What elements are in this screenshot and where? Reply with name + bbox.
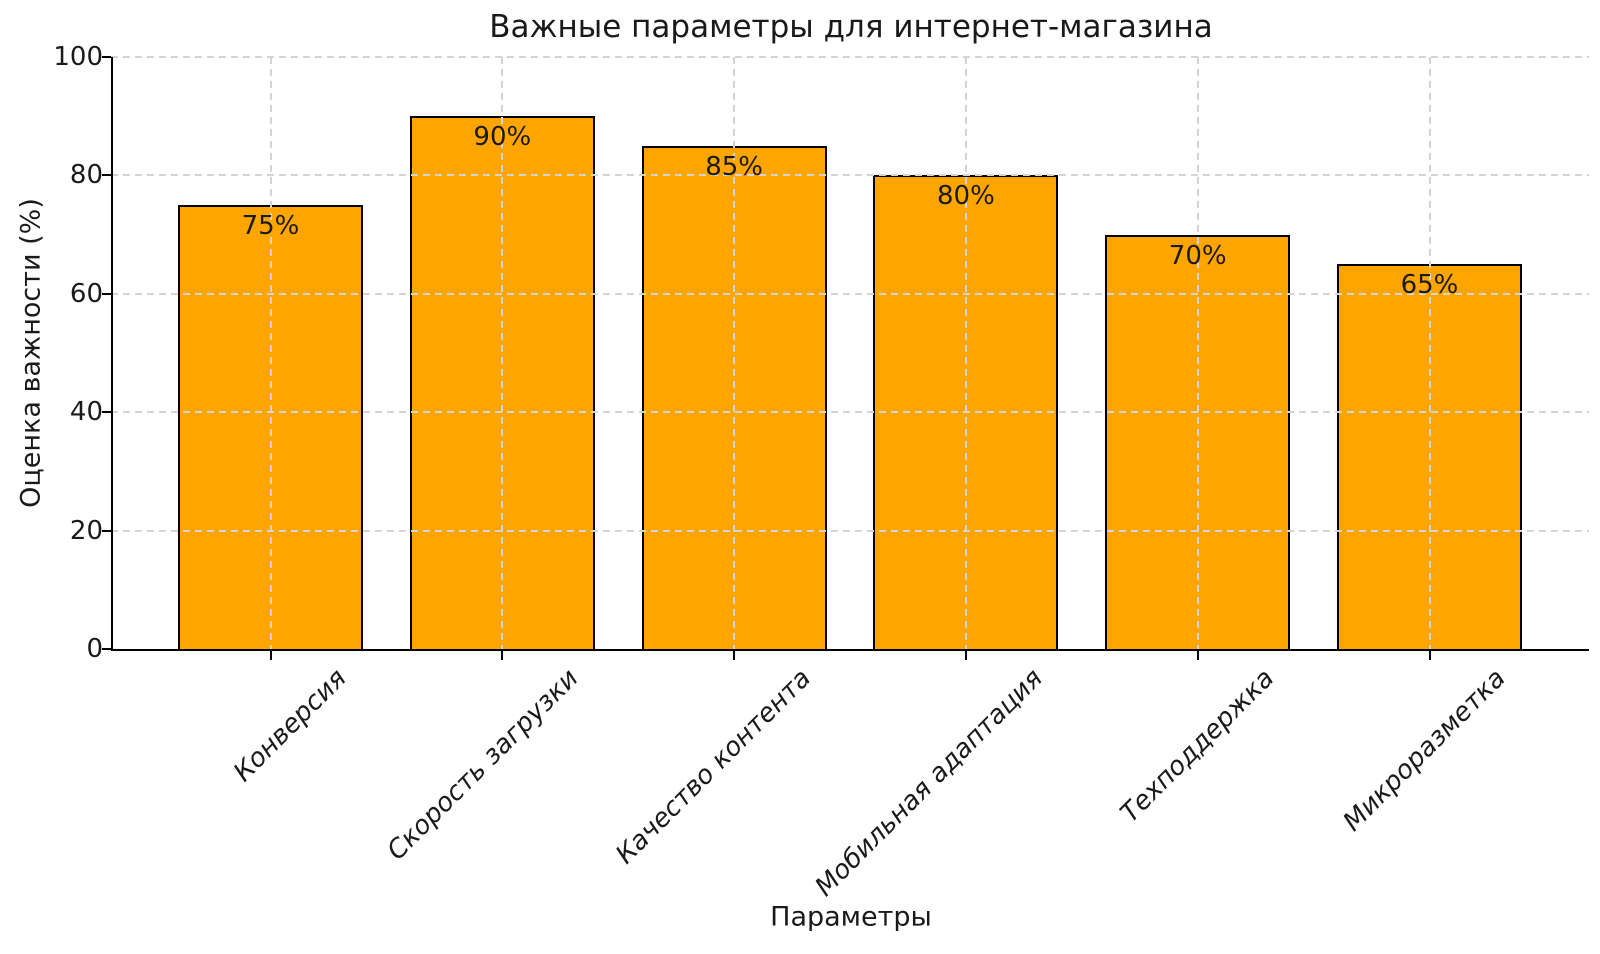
h-gridline-60: [111, 292, 1589, 295]
y-tick-label-100: 100: [53, 42, 103, 72]
y-tick-mark-40: [102, 411, 111, 414]
h-gridline-100: [111, 56, 1589, 58]
y-axis-line: [111, 57, 113, 651]
y-tick-mark-20: [102, 529, 111, 532]
y-tick-mark-0: [102, 648, 111, 650]
chart-title: Важные параметры для интернет-магазина: [489, 9, 1213, 45]
h-gridline-40: [111, 411, 1589, 414]
h-gridline-20: [111, 529, 1589, 532]
x-axis-label: Параметры: [770, 901, 932, 933]
y-axis-label: Оценка важности (%): [15, 198, 47, 508]
bar-value-label-1: 90%: [473, 122, 532, 153]
h-gridline-80: [111, 174, 1589, 177]
bar-value-label-3: 80%: [936, 181, 995, 212]
x-tick-mark-2: [733, 651, 736, 660]
y-tick-label-0: 0: [86, 634, 103, 664]
x-tick-label-5: Микроразметка: [1337, 663, 1513, 838]
x-tick-mark-5: [1428, 651, 1431, 660]
v-gridline-3: [964, 57, 967, 649]
y-tick-label-20: 20: [69, 515, 103, 546]
v-gridline-1: [501, 57, 504, 649]
x-tick-mark-3: [964, 651, 967, 660]
x-tick-label-3: Мобильная адаптация: [809, 663, 1049, 903]
y-tick-mark-60: [102, 292, 111, 295]
y-tick-label-40: 40: [69, 397, 103, 428]
v-gridline-5: [1428, 57, 1431, 649]
bar-value-label-0: 75%: [241, 211, 300, 241]
y-tick-mark-80: [102, 174, 111, 177]
bar-value-label-4: 70%: [1168, 240, 1227, 271]
v-gridline-4: [1196, 57, 1199, 649]
x-tick-mark-0: [269, 651, 272, 660]
x-tick-label-2: Качество контента: [609, 663, 817, 871]
x-tick-label-1: Скорость загрузки: [381, 663, 585, 867]
v-gridline-2: [733, 57, 736, 649]
x-tick-label-0: Конверсия: [228, 663, 354, 788]
x-tick-label-4: Техподдержка: [1114, 663, 1281, 829]
x-tick-mark-1: [501, 651, 504, 660]
v-gridline-0: [269, 57, 272, 649]
bar-value-label-2: 85%: [705, 151, 763, 182]
y-tick-label-60: 60: [69, 278, 103, 309]
y-tick-mark-100: [102, 56, 111, 58]
x-tick-mark-4: [1196, 651, 1199, 660]
bar-value-label-5: 65%: [1400, 270, 1459, 301]
x-axis-line: [111, 649, 1589, 651]
y-tick-label-80: 80: [69, 160, 103, 191]
